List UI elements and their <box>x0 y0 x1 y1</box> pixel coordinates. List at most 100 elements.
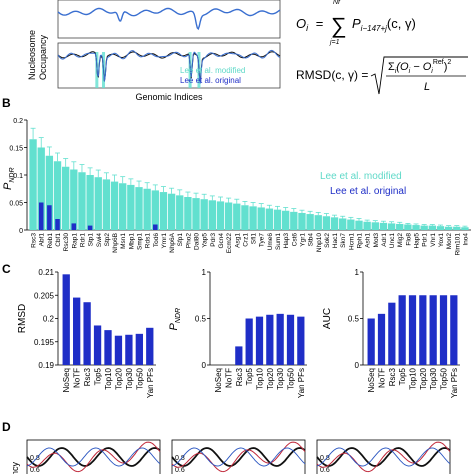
panel-b-tick-label: Pdr3 <box>210 233 217 247</box>
panel-b-bars <box>29 127 469 230</box>
panel-c-bar <box>408 295 417 365</box>
panel-d-ytick-label: 0.6 <box>30 467 40 474</box>
panel-b-tick-label: Hap5 <box>414 233 421 249</box>
panel-c-bar <box>104 330 112 365</box>
panel-c-bar <box>125 334 133 365</box>
panel-c-ytick-label: 0.5 <box>348 315 360 324</box>
panel-b-ylabel-sub: NDR <box>9 167 16 182</box>
bar-modified <box>184 197 192 230</box>
panel-b-tick-label: Mig2 <box>397 233 404 247</box>
panel-b-ytick-label: 0.05 <box>9 201 23 208</box>
panel-c-tick-label: NoTF <box>378 368 387 388</box>
panel-d-ytick-label: 0.6 <box>320 467 330 474</box>
rmsd-num-body: (O <box>396 61 409 73</box>
panel-c-bar <box>114 335 123 365</box>
panel-b-tick-label: Rap1 <box>71 233 78 249</box>
panel-c-bar <box>73 297 81 365</box>
panel-b-tick-label: Sfp1 <box>177 233 184 247</box>
panel-b-tick-label: Hcm1 <box>348 233 355 250</box>
panel-letter-c: C <box>2 262 11 276</box>
panel-c-bar <box>286 314 295 365</box>
bar-modified <box>281 210 290 230</box>
panel-letter-b: B <box>2 96 11 110</box>
panel-c-pndr-chart: 0 0.5 1 NoSeq NoTF Rsc3 Top5 Top10 Top20 Top30 Top… <box>168 268 307 398</box>
bar-modified <box>290 211 298 230</box>
panel-c-ytick-label: 0.19 <box>38 361 54 370</box>
panel-b-tick-label: Rsc30 <box>63 233 70 252</box>
bar-modified <box>249 206 257 230</box>
comparison-track-box <box>57 42 281 89</box>
panel-c-tick-label: Top5 <box>245 367 254 385</box>
panel-b-tick-label: Tod6 <box>153 233 160 247</box>
panel-b-tick-label: Sfl1 <box>251 233 258 245</box>
panel-c-ytick-label: 0.21 <box>38 268 54 277</box>
panel-d-ytick-label: 0.8 <box>320 455 330 462</box>
panel-c-bar <box>266 314 274 365</box>
panel-d-line <box>26 441 161 473</box>
oi-lhs: O <box>296 16 306 31</box>
bar-modified <box>176 195 184 230</box>
panel-a-ylabel-top: Nucleosome <box>27 30 37 80</box>
rmsd-num-sq: 2 <box>447 59 451 66</box>
bar-modified <box>355 220 363 230</box>
bar-modified <box>412 225 420 230</box>
panel-d-ytick-label: 0.6 <box>175 467 185 474</box>
panel-c-tick-label: Top50 <box>440 367 449 389</box>
panel-b-tick-label: Smp1 <box>137 233 144 250</box>
panel-b-ylabel-p: P <box>2 182 14 190</box>
bar-modified <box>159 192 168 230</box>
oi-term-args: (c, γ) <box>387 16 416 31</box>
panel-c-tick-label: Top30 <box>429 367 438 389</box>
comparison-line-blue <box>57 49 281 84</box>
bar-modified <box>151 190 159 230</box>
bar-modified <box>363 221 371 230</box>
bar-modified <box>314 215 322 230</box>
panel-b-tick-label: Rim101 <box>454 233 461 256</box>
rmsd-num-minus-sub: i <box>431 68 433 75</box>
bar-modified <box>379 222 388 230</box>
panel-b-tick-label: Hap3 <box>283 233 290 249</box>
panel-d-plots: ncy 0.8 0.6 0.8 0.6 0.8 0.6 <box>10 439 451 474</box>
panel-c-bar <box>235 346 243 365</box>
panel-d-line <box>316 447 451 467</box>
panel-c-bar <box>419 295 427 365</box>
panel-d-line <box>26 447 161 467</box>
bar-modified <box>306 214 314 230</box>
panel-c-ytick-label: 0.195 <box>34 338 55 347</box>
bar-modified <box>444 226 453 230</box>
panel-b-legend-original: Lee et al. original <box>330 186 406 197</box>
oi-equals: = <box>316 16 324 31</box>
panel-c-tick-label: Rsc3 <box>83 367 92 386</box>
panel-b-ylabel: PNDR <box>2 167 16 190</box>
bar-original <box>87 225 93 230</box>
bar-modified <box>53 161 62 230</box>
bar-modified <box>200 199 208 230</box>
rmsd-num-minus: − O <box>410 61 432 73</box>
panel-c-tick-label: Top20 <box>114 367 123 389</box>
bar-modified <box>208 200 217 230</box>
bar-modified <box>37 147 45 230</box>
panel-d-line <box>171 447 306 467</box>
panel-c-bar <box>450 295 458 365</box>
panel-c-bar <box>429 295 437 365</box>
panel-b-tick-label: Skn7 <box>340 233 347 248</box>
panel-c-tick-label: Top10 <box>104 367 113 389</box>
panel-c-ytick-label: 0.2 <box>43 315 55 324</box>
oi-equation: Oi = <box>296 16 323 34</box>
oi-sum-bottom: j=1 <box>329 39 340 46</box>
bar-modified <box>273 209 282 230</box>
panel-d-ytick-label: 0.8 <box>175 455 185 462</box>
panel-b-tick-label: Nhp10 <box>316 233 323 253</box>
bar-modified <box>241 205 249 230</box>
panel-b-tick-label: Asg1 <box>234 233 241 248</box>
panel-d: D ncy 0.8 0.6 0.8 0.6 0.8 0.6 <box>2 420 451 474</box>
panel-b-tick-label: Unc1 <box>389 233 396 249</box>
panel-c-bar <box>398 295 406 365</box>
panel-c-bar <box>245 318 253 365</box>
panel-b-tick-label: Nhp6B <box>112 233 119 253</box>
bar-modified <box>29 139 37 230</box>
panel-b-tick-label: Cst6 <box>291 233 298 247</box>
bar-modified <box>192 198 200 230</box>
comparison-line-black <box>57 51 281 83</box>
